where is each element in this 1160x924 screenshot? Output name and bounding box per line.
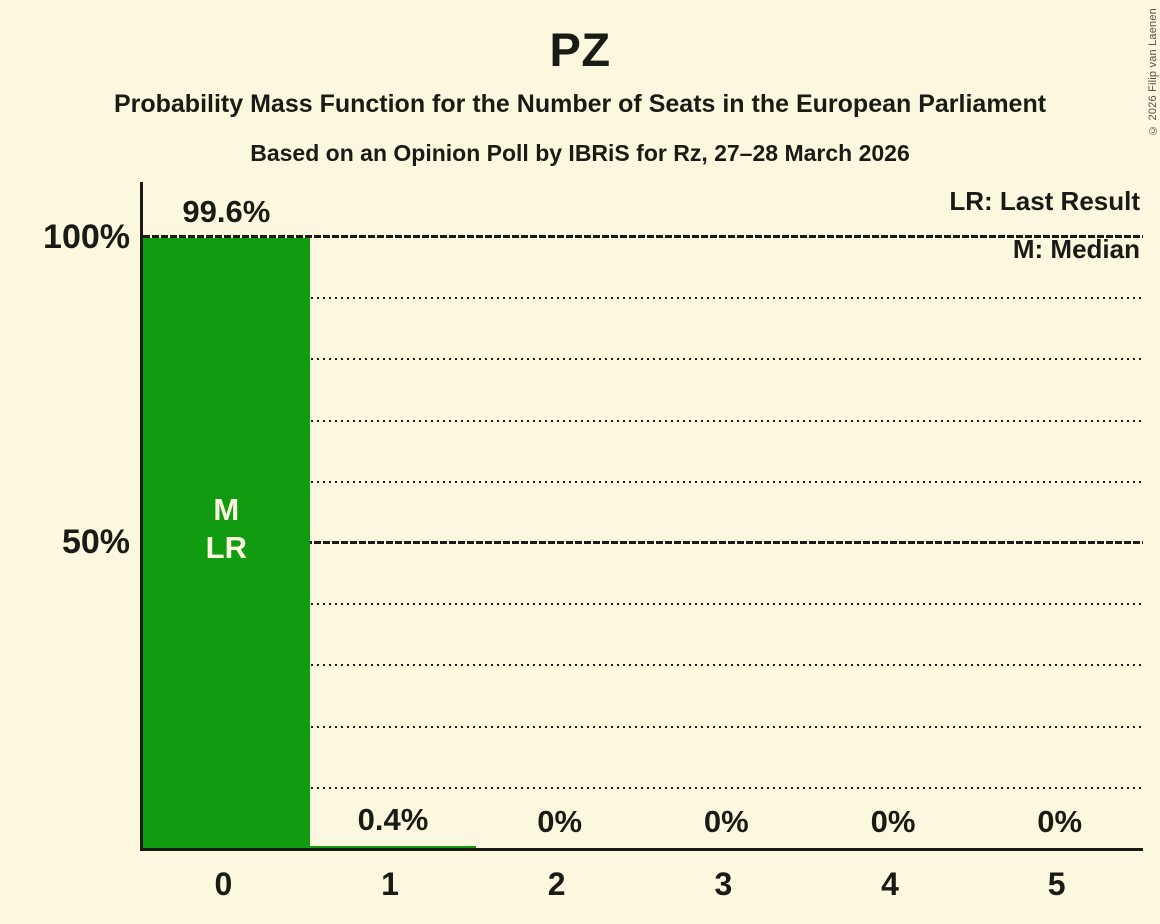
legend-median: M: Median [1012,234,1140,264]
bar-seats-0: M LR [143,238,310,848]
gridline-100pct [143,235,1143,238]
value-label-seats-3: 0% [703,804,749,839]
gridline-30pct [143,664,1143,667]
bar-scale-area: M LR 99.6% 0.4% 0% 0% 0% 0% [143,194,1143,848]
gridline-40pct [143,603,1143,606]
bar-annotation-median-lastresult: M LR [206,491,247,567]
x-tick-label-0: 0 [214,866,233,902]
chart-poll-info: Based on an Opinion Poll by IBRiS for Rz… [250,140,910,166]
x-tick-label-2: 2 [547,866,566,902]
chart-subtitle: Probability Mass Function for the Number… [113,90,1047,118]
value-label-seats-4: 0% [870,804,916,839]
value-label-seats-0: 99.6% [182,194,271,230]
gridline-10pct [143,786,1143,789]
gridline-50pct [143,541,1143,544]
value-label-seats-1: 0.4% [357,801,429,837]
annotation-label-m: M [213,492,240,528]
gridline-20pct [143,725,1143,728]
x-tick-label-4: 4 [881,866,899,902]
bar-seats-1 [309,845,477,848]
gridline-90pct [143,297,1143,300]
gridline-60pct [143,480,1143,483]
annotation-label-lr: LR [205,530,247,566]
x-axis-tick-labels: 0 1 2 3 4 5 [140,862,1140,906]
plot-area: M LR 99.6% 0.4% 0% 0% 0% 0% [140,182,1143,851]
y-axis-label-50: 50% [61,523,130,561]
value-label-seats-5: 0% [1037,804,1083,839]
x-tick-label-5: 5 [1047,866,1066,902]
gridline-80pct [143,358,1143,361]
legend-last-result: LR: Last Result [949,186,1140,216]
x-tick-label-1: 1 [381,866,399,902]
value-label-seats-2: 0% [537,804,583,839]
x-tick-label-3: 3 [714,866,733,902]
chart-title: PZ [549,23,611,76]
y-axis-label-100: 100% [43,218,130,256]
gridline-70pct [143,419,1143,422]
